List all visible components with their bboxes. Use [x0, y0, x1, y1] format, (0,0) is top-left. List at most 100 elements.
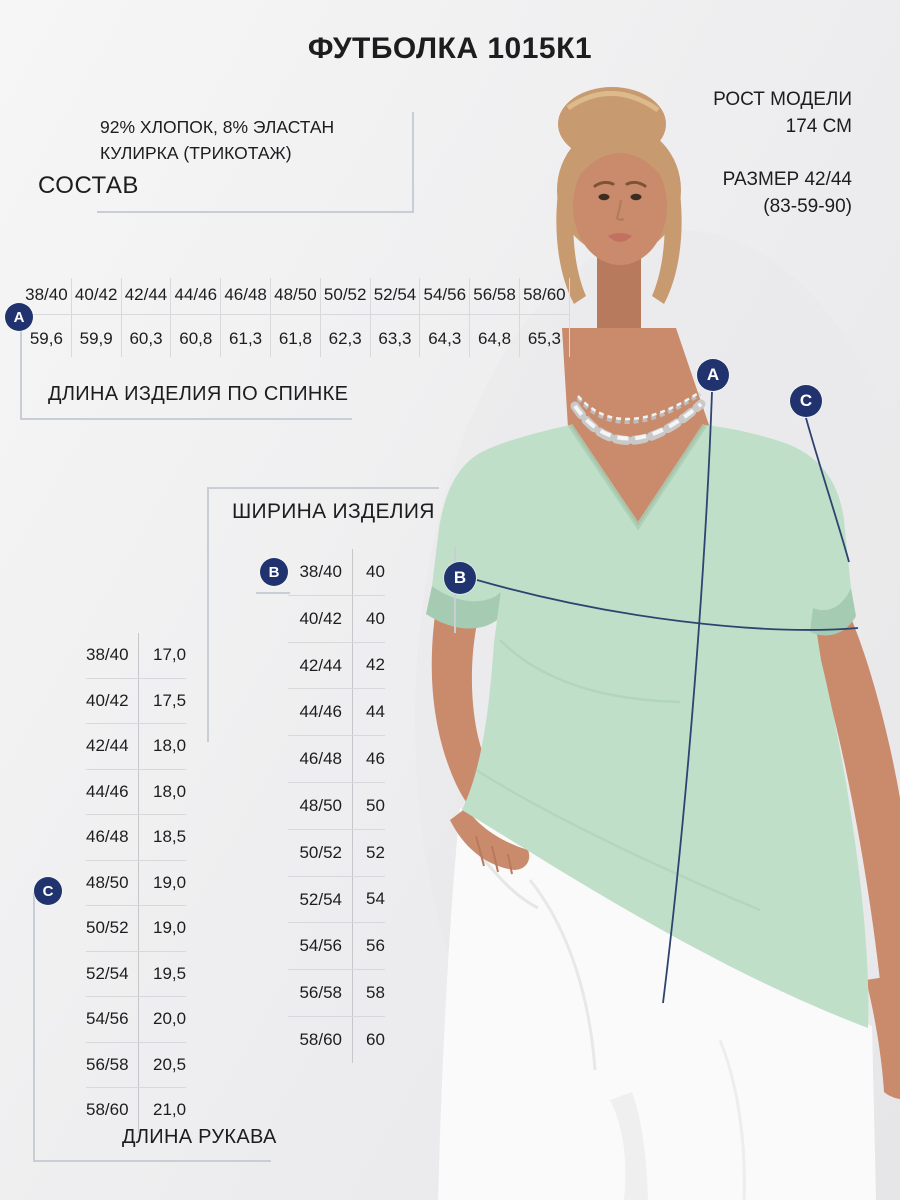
marker-a-photo-badge: A	[697, 359, 729, 391]
table-row: 56/58 20,5	[86, 1042, 187, 1088]
hands	[450, 808, 900, 1100]
table-row: 38/40 40	[288, 549, 385, 596]
width-value: 44	[366, 702, 385, 722]
length-value: 59,9	[79, 329, 113, 348]
table-column: 46/48 61,3	[221, 278, 271, 357]
size-label: 48/50	[270, 278, 320, 315]
length-value: 60,3	[129, 329, 163, 348]
length-value: 59,6	[29, 329, 63, 348]
size-label: 40/42	[86, 678, 139, 723]
table-column: 48/50 61,8	[270, 278, 321, 357]
size-label: 52/54	[288, 876, 353, 923]
page-title: ФУТБОЛКА 1015К1	[307, 32, 593, 65]
size-label: 46/48	[86, 815, 139, 860]
width-label: ШИРИНА ИЗДЕЛИЯ	[232, 500, 435, 523]
sleeve-value: 20,0	[153, 1009, 187, 1029]
table-column: 42/44 60,3	[121, 278, 172, 357]
table-row: 40/42 17,5	[86, 678, 187, 724]
table-row: 44/46 44	[288, 689, 385, 737]
size-label: 52/54	[370, 278, 420, 315]
table-row: 38/40 17,0	[86, 633, 187, 679]
sleeve-value: 21,0	[153, 1100, 187, 1120]
size-label: 58/60	[519, 278, 569, 315]
size-label: 58/60	[86, 1088, 139, 1133]
size-label: 46/48	[288, 736, 353, 782]
pants	[438, 808, 876, 1200]
table-row: 50/52 19,0	[86, 906, 187, 952]
size-label: 42/44	[121, 278, 171, 315]
table-row: 56/58 58	[288, 970, 385, 1017]
table-row: 50/52 52	[288, 829, 385, 877]
table-row: 48/50 19,0	[86, 860, 187, 906]
table-column: 58/60 65,3	[519, 278, 570, 357]
table-column: 38/40 59,6	[22, 278, 72, 357]
table-row: 52/54 19,5	[86, 951, 187, 997]
length-value: 65,3	[527, 329, 561, 348]
width-value: 52	[366, 842, 385, 862]
model-photo	[415, 87, 900, 1200]
table-row: 58/60 60	[288, 1016, 385, 1063]
sleeve-bracket	[33, 892, 271, 1162]
size-label: 44/46	[86, 769, 139, 814]
back-length-bracket	[20, 318, 352, 420]
composition-line1: 92% ХЛОПОК, 8% ЭЛАСТАН	[100, 117, 335, 137]
model-size-label: РАЗМЕР 42/44	[722, 169, 852, 190]
width-value: 56	[366, 936, 385, 956]
size-label: 50/52	[288, 829, 353, 876]
table-row: 58/60 21,0	[86, 1088, 186, 1133]
table-column: 40/42 59,9	[71, 278, 122, 357]
size-label: 54/56	[420, 278, 470, 315]
width-table: 38/40 40 40/42 40 42/44 42 44/46 44 46/48 46 …	[288, 549, 385, 1063]
table-row: 54/56 56	[288, 923, 385, 971]
model-height-label: РОСТ МОДЕЛИ	[713, 89, 852, 110]
model-size-params: (83-59-90)	[763, 196, 852, 217]
size-label: 52/54	[86, 951, 139, 996]
table-row: 46/48 46	[288, 736, 385, 783]
back-length-table: 38/40 59,6 40/42 59,9 42/44 60,3 44/46 60,8 …	[22, 278, 570, 357]
size-label: 50/52	[86, 906, 139, 951]
back-length-label: ДЛИНА ИЗДЕЛИЯ ПО СПИНКЕ	[48, 383, 349, 405]
length-value: 64,8	[478, 329, 512, 348]
width-value: 42	[366, 655, 385, 675]
width-value: 46	[366, 749, 385, 769]
size-label: 50/52	[320, 278, 370, 315]
sleeve-value: 17,5	[153, 690, 187, 710]
length-value: 60,8	[179, 329, 213, 348]
sleeve-value: 17,0	[153, 645, 187, 665]
size-label: 38/40	[288, 549, 353, 595]
size-label: 42/44	[86, 724, 139, 769]
marker-b-photo-badge: B	[444, 562, 476, 594]
size-label: 58/60	[288, 1016, 353, 1063]
width-value: 60	[366, 1029, 385, 1049]
sleeve-value: 19,0	[153, 872, 187, 892]
composition-bracket	[97, 112, 414, 213]
width-value: 50	[366, 795, 385, 815]
width-value: 40	[366, 561, 385, 581]
sleeve-value: 19,5	[153, 963, 187, 983]
table-row: 42/44 18,0	[86, 724, 187, 770]
sleeve-value: 18,0	[153, 736, 187, 756]
size-label: 38/40	[22, 278, 71, 315]
size-label: 38/40	[86, 633, 139, 678]
size-label: 56/58	[288, 970, 353, 1016]
model-info: РОСТ МОДЕЛИ 174 СМ РАЗМЕР 42/44 (83-59-9…	[713, 86, 852, 220]
arms	[431, 608, 900, 1097]
length-value: 64,3	[428, 329, 462, 348]
table-row: 44/46 18,0	[86, 769, 187, 815]
size-label: 54/56	[86, 997, 139, 1042]
size-label: 44/46	[171, 278, 221, 315]
length-value: 61,3	[229, 329, 263, 348]
size-label: 54/56	[288, 923, 353, 970]
width-value: 58	[366, 983, 385, 1003]
face	[573, 142, 667, 265]
table-column: 44/46 60,8	[171, 278, 222, 357]
width-value: 54	[366, 889, 385, 909]
size-label: 46/48	[221, 278, 270, 315]
size-label: 56/58	[470, 278, 519, 315]
marker-a-table-badge: A	[5, 303, 33, 331]
length-value: 63,3	[378, 329, 412, 348]
size-label: 42/44	[288, 642, 353, 689]
table-column: 56/58 64,8	[470, 278, 520, 357]
width-bracket	[207, 487, 439, 742]
